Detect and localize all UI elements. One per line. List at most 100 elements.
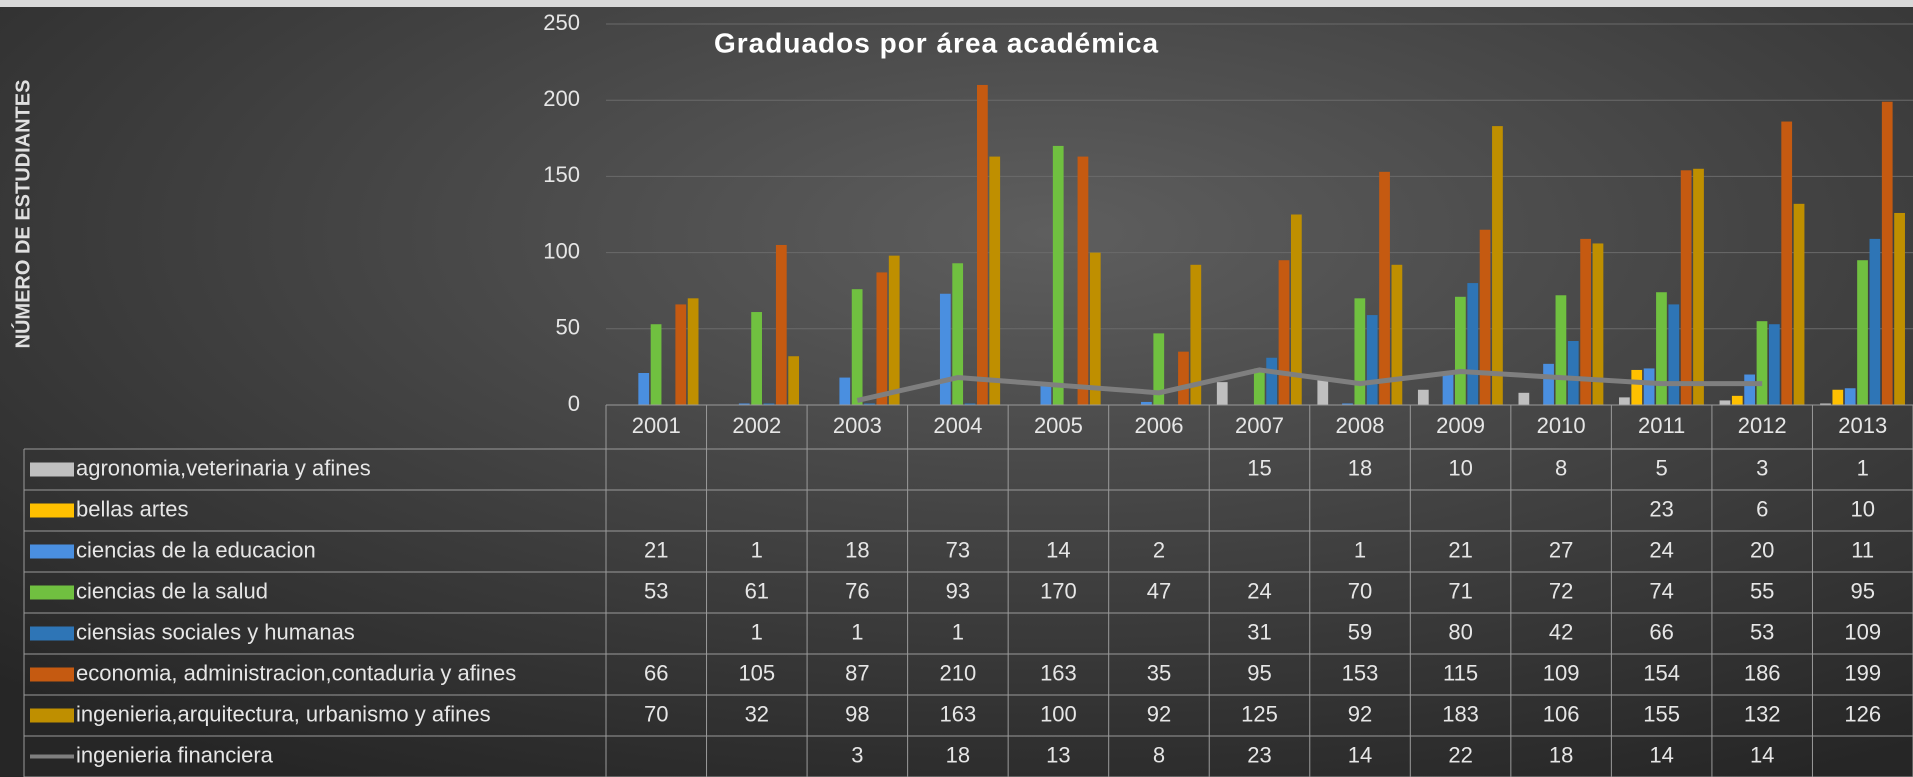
- table-value: 1: [751, 537, 763, 562]
- bar: [1744, 374, 1756, 405]
- table-value: 66: [644, 660, 668, 685]
- table-value: 6: [1756, 496, 1768, 521]
- bar: [1266, 357, 1278, 405]
- legend-key: [30, 462, 74, 477]
- legend-label: ciencias de la salud: [76, 578, 268, 603]
- x-tick-label: 2011: [1638, 413, 1685, 438]
- table-value: 72: [1549, 578, 1573, 603]
- table-value: 92: [1147, 701, 1171, 726]
- bar: [1894, 212, 1905, 405]
- table-value: 13: [1046, 742, 1070, 767]
- legend-label: bellas artes: [76, 496, 189, 521]
- chart-title: Graduados por área académica: [714, 27, 1159, 58]
- x-tick-label: 2008: [1336, 413, 1385, 438]
- bar: [1077, 156, 1089, 405]
- table-value: 70: [1348, 578, 1372, 603]
- bar: [1832, 389, 1844, 405]
- table-value: 1: [1857, 455, 1869, 480]
- table-value: 23: [1649, 496, 1673, 521]
- table-value: 15: [1247, 455, 1271, 480]
- bar: [1680, 170, 1692, 405]
- bar: [1781, 121, 1793, 405]
- bar: [1619, 397, 1630, 405]
- table-value: 92: [1348, 701, 1372, 726]
- bar: [775, 244, 787, 405]
- bar: [1768, 324, 1780, 405]
- bar: [1153, 333, 1165, 405]
- table-value: 87: [845, 660, 869, 685]
- bar: [1857, 260, 1868, 405]
- table-value: 27: [1549, 537, 1573, 562]
- table-value: 35: [1147, 660, 1171, 685]
- legend-label: ciensias sociales y humanas: [76, 619, 355, 644]
- bar: [1492, 126, 1503, 405]
- table-value: 183: [1442, 701, 1479, 726]
- table-value: 5: [1656, 455, 1668, 480]
- table-value: 73: [946, 537, 970, 562]
- table-value: 199: [1844, 660, 1881, 685]
- table-value: 155: [1643, 701, 1680, 726]
- bar: [1089, 252, 1101, 405]
- y-tick-label: 250: [543, 10, 580, 35]
- line-series: [856, 367, 1763, 403]
- table-value: 98: [845, 701, 869, 726]
- bar: [1881, 101, 1893, 405]
- bar: [1479, 229, 1491, 405]
- table-value: 1: [851, 619, 863, 644]
- bar: [1278, 260, 1290, 405]
- bar: [851, 289, 863, 405]
- bar: [876, 272, 888, 405]
- table-value: 109: [1844, 619, 1881, 644]
- table-value: 153: [1342, 660, 1379, 685]
- bar: [1253, 368, 1265, 405]
- table-value: 20: [1750, 537, 1774, 562]
- legend-key: [30, 544, 74, 559]
- table-value: 23: [1247, 742, 1271, 767]
- table-value: 21: [644, 537, 668, 562]
- bar: [1820, 403, 1831, 405]
- table-value: 55: [1750, 578, 1774, 603]
- bar: [1555, 295, 1567, 405]
- y-tick-label: 100: [543, 238, 580, 263]
- x-tick-label: 2005: [1034, 413, 1083, 438]
- bar: [989, 156, 1001, 405]
- bar: [1592, 243, 1604, 405]
- bar: [952, 263, 964, 405]
- bar: [964, 403, 976, 405]
- y-tick-label: 0: [568, 391, 580, 416]
- legend-key: [30, 585, 74, 600]
- legend-label: ingenieria,arquitectura, urbanismo y afi…: [76, 701, 491, 726]
- table-value: 11: [1851, 537, 1874, 562]
- table-value: 154: [1643, 660, 1680, 685]
- table-value: 14: [1348, 742, 1372, 767]
- table-value: 95: [1247, 660, 1271, 685]
- bar: [1869, 238, 1881, 405]
- bar: [1467, 283, 1479, 405]
- table-value: 18: [946, 742, 970, 767]
- table-value: 70: [644, 701, 668, 726]
- table-value: 186: [1744, 660, 1781, 685]
- table-value: 76: [845, 578, 869, 603]
- bar: [1052, 145, 1064, 406]
- legend-label: ciencias de la educacion: [76, 537, 316, 562]
- table-value: 163: [940, 701, 977, 726]
- bar: [864, 403, 875, 405]
- bar: [1580, 238, 1591, 405]
- table-value: 1: [1354, 537, 1366, 562]
- x-tick-label: 2001: [632, 413, 681, 438]
- bar: [1354, 298, 1366, 405]
- table-value: 3: [1756, 455, 1768, 480]
- table-value: 42: [1549, 619, 1573, 644]
- table-value: 31: [1247, 619, 1271, 644]
- table-value: 47: [1147, 578, 1171, 603]
- bar: [1417, 389, 1429, 405]
- table-value: 10: [1850, 496, 1874, 521]
- table-value: 132: [1744, 701, 1781, 726]
- table-value: 18: [1549, 742, 1573, 767]
- x-tick-label: 2003: [833, 413, 882, 438]
- table-value: 53: [644, 578, 668, 603]
- table-value: 210: [940, 660, 977, 685]
- table-value: 80: [1448, 619, 1472, 644]
